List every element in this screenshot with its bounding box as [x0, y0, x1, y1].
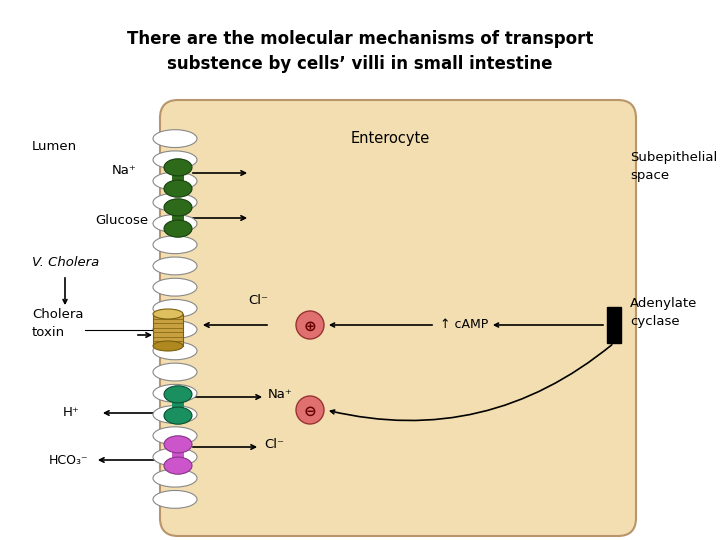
Bar	[153, 314, 183, 346]
Ellipse shape	[153, 309, 183, 319]
Ellipse shape	[153, 193, 197, 211]
Text: HCO₃⁻: HCO₃⁻	[48, 454, 88, 467]
Bar	[172, 215, 184, 221]
Ellipse shape	[153, 300, 197, 318]
Circle shape	[296, 311, 324, 339]
Ellipse shape	[153, 490, 197, 508]
Text: Lumen: Lumen	[32, 140, 77, 153]
Text: space: space	[630, 170, 669, 183]
Ellipse shape	[153, 363, 197, 381]
Ellipse shape	[153, 427, 197, 444]
Text: Glucose: Glucose	[95, 213, 148, 226]
Ellipse shape	[164, 180, 192, 197]
Ellipse shape	[153, 151, 197, 168]
Circle shape	[296, 396, 324, 424]
Text: Na⁺: Na⁺	[268, 388, 293, 402]
Ellipse shape	[153, 278, 197, 296]
Ellipse shape	[153, 257, 197, 275]
Text: Subepithelial: Subepithelial	[630, 152, 717, 165]
Text: H⁺: H⁺	[63, 407, 80, 420]
Ellipse shape	[153, 214, 197, 232]
Text: Na⁺: Na⁺	[112, 164, 137, 177]
Bar	[172, 402, 184, 408]
Ellipse shape	[164, 407, 192, 424]
Text: ⊖: ⊖	[304, 404, 316, 419]
Ellipse shape	[153, 172, 197, 190]
Text: toxin: toxin	[32, 327, 65, 340]
Text: Cl⁻: Cl⁻	[248, 294, 268, 307]
Ellipse shape	[153, 384, 197, 402]
Ellipse shape	[153, 130, 197, 147]
Ellipse shape	[164, 220, 192, 237]
Text: Cl⁻: Cl⁻	[264, 438, 284, 451]
Bar	[172, 175, 184, 181]
Ellipse shape	[164, 199, 192, 216]
Bar	[607, 307, 621, 343]
Text: There are the molecular mechanisms of transport: There are the molecular mechanisms of tr…	[127, 30, 593, 48]
Text: Cholera: Cholera	[32, 308, 84, 321]
FancyBboxPatch shape	[160, 100, 636, 536]
Text: cyclase: cyclase	[630, 314, 680, 327]
Ellipse shape	[164, 436, 192, 453]
Text: substence by cells’ villi in small intestine: substence by cells’ villi in small intes…	[167, 55, 553, 73]
Ellipse shape	[153, 321, 197, 339]
Text: ↑ cAMP: ↑ cAMP	[440, 319, 488, 332]
Text: V. Cholera: V. Cholera	[32, 255, 99, 268]
Ellipse shape	[153, 341, 183, 351]
Text: Enterocyte: Enterocyte	[351, 131, 430, 145]
Bar	[172, 452, 184, 458]
Ellipse shape	[153, 469, 197, 487]
Text: Adenylate: Adenylate	[630, 296, 698, 309]
Ellipse shape	[164, 159, 192, 176]
Text: ⊕: ⊕	[304, 319, 316, 334]
Ellipse shape	[153, 448, 197, 466]
Ellipse shape	[153, 342, 197, 360]
Ellipse shape	[153, 406, 197, 423]
Ellipse shape	[153, 236, 197, 254]
Ellipse shape	[164, 386, 192, 403]
Ellipse shape	[164, 457, 192, 474]
